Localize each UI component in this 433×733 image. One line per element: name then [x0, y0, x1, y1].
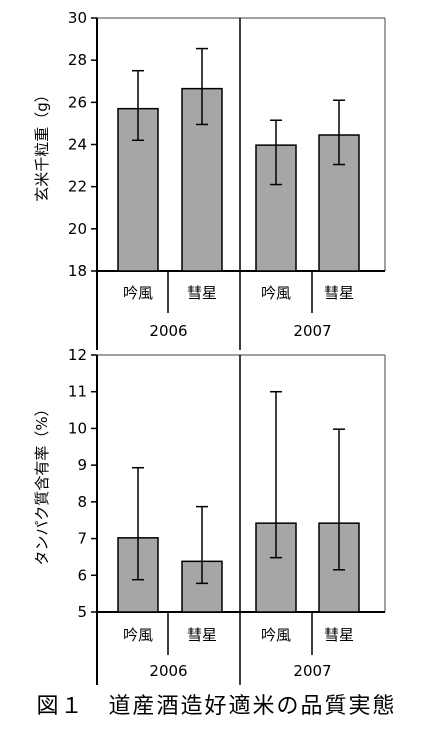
- category-label: 吟風: [123, 626, 153, 644]
- bar: [181, 87, 223, 272]
- thousand-grain-weight-chart: 18 20 22 24 26 28 30 玄米千粒重（g） 吟風 彗星 吟風 彗星 2006 2007: [33, 9, 386, 350]
- category-label: 吟風: [261, 626, 291, 644]
- figure-caption: 図１ 道産酒造好適米の品質実態: [36, 694, 397, 719]
- y-tick-label: 24: [68, 136, 87, 154]
- y-tick-label: 22: [68, 178, 87, 196]
- y-tick-label: 5: [77, 603, 87, 621]
- y-tick-label: 30: [68, 9, 87, 27]
- y-tick-label: 28: [68, 51, 87, 69]
- y-tick-label: 11: [68, 383, 87, 401]
- year-label: 2006: [149, 322, 187, 340]
- y-tick-label: 26: [68, 93, 87, 111]
- y-tick-label: 20: [68, 220, 87, 238]
- category-label: 彗星: [324, 626, 354, 644]
- year-label: 2007: [293, 322, 331, 340]
- year-label: 2006: [149, 662, 187, 680]
- bar: [117, 107, 159, 272]
- y-axis-label: 玄米千粒重（g）: [33, 87, 51, 202]
- category-label: 彗星: [187, 284, 217, 302]
- y-tick-label: 6: [77, 566, 87, 584]
- y-tick-label: 9: [77, 456, 87, 474]
- y-axis-label: タンパク質含有率（%）: [33, 401, 51, 565]
- year-label: 2007: [293, 662, 331, 680]
- category-label: 彗星: [187, 626, 217, 644]
- category-label: 彗星: [324, 284, 354, 302]
- y-tick-label: 12: [68, 346, 87, 364]
- category-label: 吟風: [261, 284, 291, 302]
- y-tick-label: 7: [77, 530, 87, 548]
- y-tick-label: 10: [68, 419, 87, 437]
- category-label: 吟風: [123, 284, 153, 302]
- y-tick-label: 8: [77, 493, 87, 511]
- y-tick-label: 18: [68, 262, 87, 280]
